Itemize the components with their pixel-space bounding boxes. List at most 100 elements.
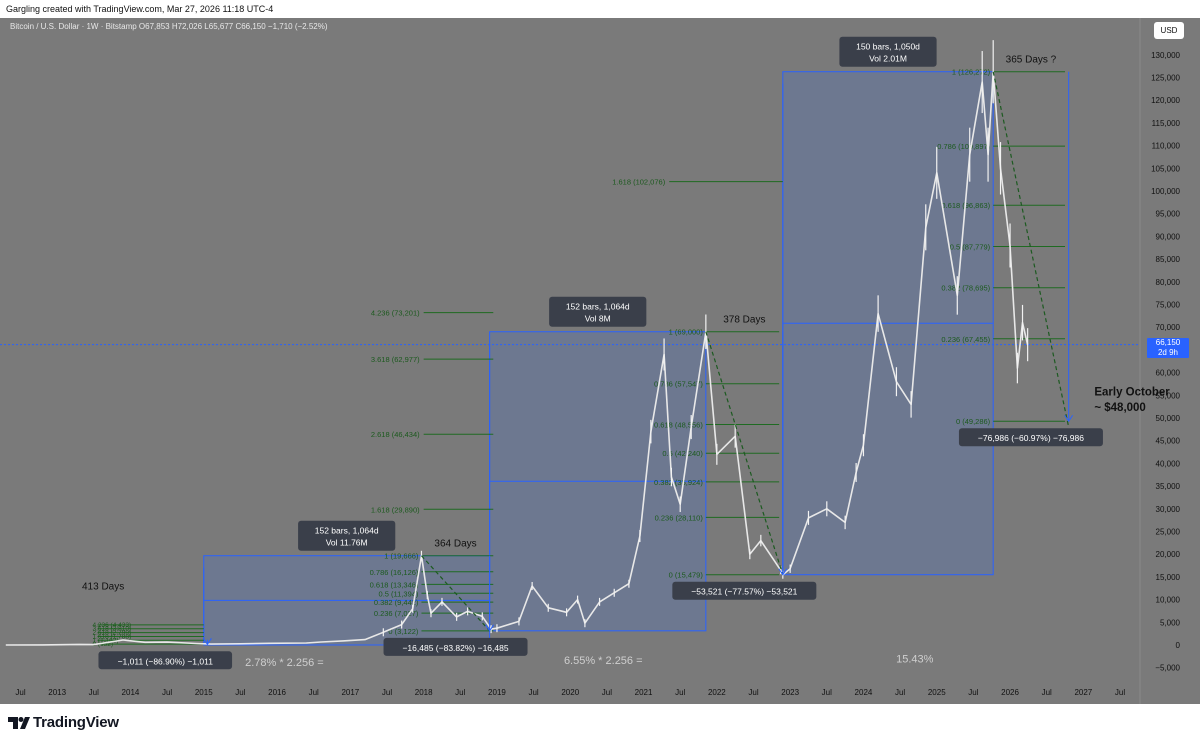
- projection-label-1-text: Vol 8M: [585, 314, 611, 324]
- fib-level-label: 0.382 (9,442): [374, 598, 419, 607]
- time-tick-label: Jul: [382, 688, 392, 697]
- projection-label-0-text: Vol 11.76M: [326, 538, 368, 548]
- time-tick-label: 2020: [561, 688, 579, 697]
- price-tick-label: 30,000: [1156, 505, 1181, 514]
- currency-button[interactable]: USD: [1154, 22, 1184, 39]
- cycle-days-label: 364 Days: [434, 539, 476, 550]
- tradingview-brand[interactable]: TradingView: [33, 714, 119, 731]
- credit-bar: Gargling created with TradingView.com, M…: [0, 0, 1200, 18]
- fib-level-label: 1 (69,000): [669, 328, 704, 337]
- time-tick-label: 2017: [341, 688, 359, 697]
- price-tick-label: 115,000: [1152, 119, 1181, 128]
- price-tick-label: 110,000: [1152, 142, 1181, 151]
- measure-label-3-bg: [98, 651, 233, 670]
- small-fib-label: 2.618 (2,799): [92, 630, 131, 637]
- time-tick-label: 2013: [48, 688, 66, 697]
- price-tick-label: 35,000: [1156, 482, 1181, 491]
- time-tick-label: 2023: [781, 688, 799, 697]
- chart-annotation: 15.43%: [896, 654, 934, 666]
- time-tick-label: Jul: [602, 688, 612, 697]
- time-tick-label: 2014: [122, 688, 140, 697]
- fib-level-label: 1 (19,666): [384, 552, 419, 561]
- price-axis: −5,000 0 5,000 10,000 15,000 20,000 25,000 30,0…: [1151, 51, 1180, 673]
- time-tick-label: 2015: [195, 688, 213, 697]
- fib-level-label: 0.382 (35,924): [654, 478, 703, 487]
- price-tick-label: 25,000: [1156, 528, 1181, 537]
- measure-label-2-text: −76,986 (−60.97%) −76,986: [978, 433, 1084, 443]
- tradingview-logo-icon: [8, 717, 30, 729]
- measure-label-3: −1,011 (−86.90%) −1,011: [98, 651, 233, 670]
- cycle-days-label: 365 Days ?: [1006, 55, 1057, 66]
- cycle-days-label: 378 Days: [723, 315, 765, 326]
- fib-extension-label: 1.618 (102,076): [612, 178, 665, 187]
- time-tick-label: 2018: [415, 688, 433, 697]
- fib-level-label: 0.786 (109,897): [937, 142, 990, 151]
- price-tick-label: 85,000: [1156, 255, 1181, 264]
- measure-label-0: −16,485 (−83.82%) −16,485: [383, 637, 528, 656]
- price-tick-label: −5,000: [1155, 664, 1180, 673]
- fib-level-label: 0.618 (13,346): [370, 580, 419, 589]
- small-fib-label: 1 (1,163): [92, 637, 118, 644]
- time-tick-label: Jul: [89, 688, 99, 697]
- fib-level-label: 0 (49,286): [956, 417, 991, 426]
- time-tick-label: Jul: [675, 688, 685, 697]
- fib-level-label: 0.618 (48,556): [654, 421, 703, 430]
- time-tick-label: Jul: [1042, 688, 1052, 697]
- time-tick-label: 2022: [708, 688, 726, 697]
- time-tick-label: 2026: [1001, 688, 1019, 697]
- chart-annotation: 6.55% * 2.256 =: [564, 655, 643, 667]
- footer: TradingView: [0, 704, 1200, 743]
- time-tick-label: Jul: [309, 688, 319, 697]
- price-tick-label: 90,000: [1156, 232, 1181, 241]
- projection-label-2-text: Vol 2.01M: [869, 54, 907, 64]
- projection-label-1: 152 bars, 1,064d Vol 8M: [549, 296, 647, 327]
- projection-label-2-text: 150 bars, 1,050d: [856, 42, 920, 52]
- price-tick-label: 55,000: [1156, 391, 1181, 400]
- price-tick-label: 95,000: [1156, 210, 1181, 219]
- chart-annotation: Early October: [1094, 386, 1170, 398]
- measure-label-3-text: −1,011 (−86.90%) −1,011: [118, 656, 214, 666]
- projection-label-1-bg: [549, 296, 647, 327]
- chart-area[interactable]: −5,000 0 5,000 10,000 15,000 20,000 25,000 30,0…: [0, 18, 1200, 704]
- price-tick-label: 105,000: [1151, 164, 1180, 173]
- small-fib-label: 3.618 (3,810): [92, 626, 131, 633]
- measure-label-1-text: −53,521 (−77.57%) −53,521: [691, 587, 797, 597]
- fib-level-label: 0.236 (7,027): [374, 609, 419, 618]
- measure-arrow: [202, 638, 212, 646]
- bear-trend-line: [992, 71, 1070, 428]
- fib-level-label: 0.236 (67,455): [941, 335, 990, 344]
- fib-level-label: 0.5 (42,240): [662, 449, 703, 458]
- fib-level-label: 0.5 (11,394): [379, 589, 419, 598]
- price-tick-label: 60,000: [1156, 369, 1181, 378]
- measure-label-0-bg: [383, 637, 528, 656]
- measure-label-1-bg: [672, 581, 817, 600]
- price-tick-label: 130,000: [1151, 51, 1180, 60]
- symbol-info: Bitcoin / U.S. Dollar · 1W · Bitstamp O6…: [10, 22, 328, 31]
- time-tick-label: Jul: [455, 688, 465, 697]
- projection-label-0-text: 152 bars, 1,064d: [315, 526, 379, 536]
- fib-level-label: 0.382 (78,695): [941, 284, 990, 293]
- price-tick-label: 10,000: [1156, 596, 1181, 605]
- price-tick-label: 100,000: [1151, 187, 1180, 196]
- price-chart[interactable]: −5,000 0 5,000 10,000 15,000 20,000 25,000 30,0…: [0, 18, 1200, 704]
- time-tick-label: Jul: [528, 688, 538, 697]
- price-tick-label: 5,000: [1160, 618, 1181, 627]
- fib-extension-label: 3.618 (62,977): [371, 355, 420, 364]
- measure-label-1: −53,521 (−77.57%) −53,521: [672, 581, 817, 600]
- measure-label-0-text: −16,485 (−83.82%) −16,485: [402, 643, 508, 653]
- fib-level-label: 0.786 (57,547): [654, 380, 703, 389]
- bear-trend-line: [421, 555, 491, 632]
- time-axis: Jul 2013 Jul 2014 Jul 2015 Jul 2016 Jul 2017 Jul 20…: [15, 688, 1125, 697]
- fib-level-label: 0.5 (87,779): [950, 242, 991, 251]
- projection-label-1-text: 152 bars, 1,064d: [566, 302, 630, 312]
- fib-level-label: 1 (126,272): [952, 68, 991, 77]
- price-tick-label: 15,000: [1156, 573, 1181, 582]
- time-tick-label: Jul: [748, 688, 758, 697]
- fib-level-label: 0.236 (28,110): [655, 513, 704, 522]
- time-tick-label: Jul: [15, 688, 25, 697]
- price-tick-label: 120,000: [1151, 96, 1180, 105]
- price-tick-label: 70,000: [1156, 323, 1181, 332]
- time-tick-label: Jul: [822, 688, 832, 697]
- time-tick-label: 2025: [928, 688, 946, 697]
- fib-extension-label: 2.618 (46,434): [371, 430, 420, 439]
